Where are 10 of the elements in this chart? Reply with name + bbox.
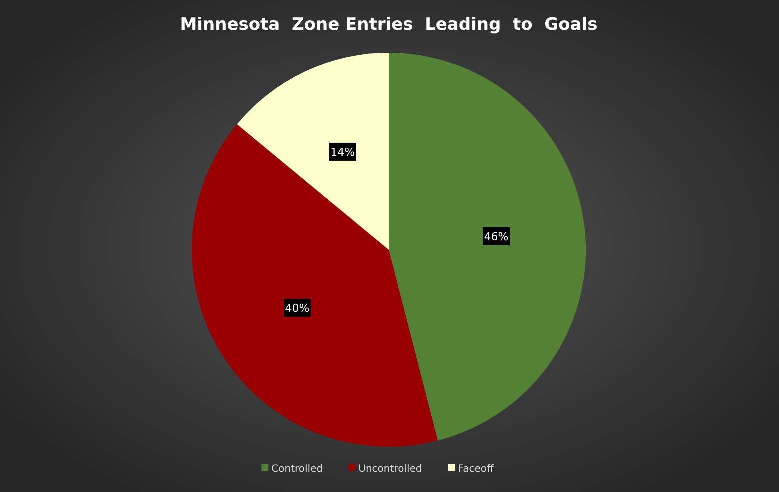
pie-slice (192, 124, 438, 447)
data-label: 40% (285, 302, 310, 316)
chart-title: Minnesota Zone Entries Leading to Goals (180, 15, 598, 35)
data-label: 14% (330, 146, 356, 159)
legend-label: Uncontrolled (358, 464, 422, 475)
pie-slice (237, 53, 389, 250)
legend-label: Faceoff (458, 464, 495, 475)
legend-label: Controlled (272, 464, 324, 475)
data-label: 46% (484, 230, 509, 244)
pie-slice (389, 53, 586, 441)
